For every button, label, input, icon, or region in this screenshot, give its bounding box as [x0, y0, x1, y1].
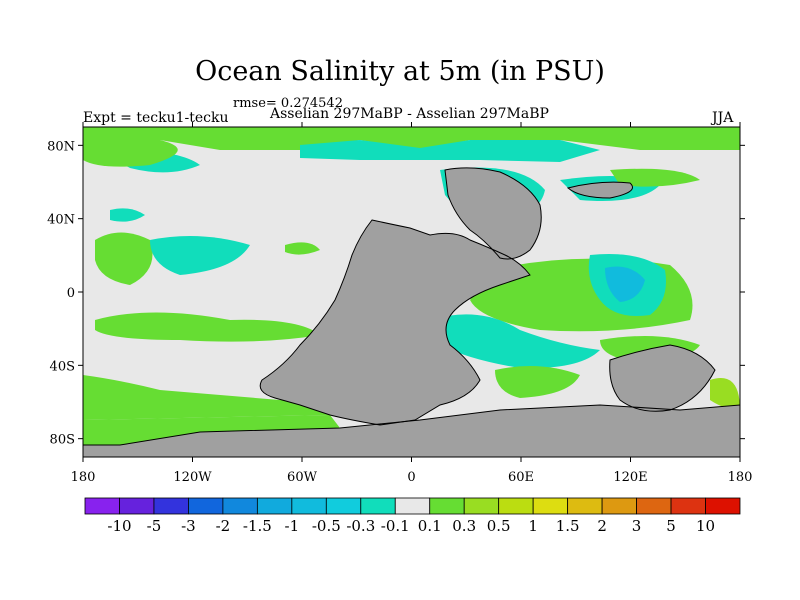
north-landmass [445, 167, 542, 259]
lon-tick-label: 180 [71, 470, 96, 485]
colorbar-label: -0.3 [346, 517, 375, 535]
colorbar-label: 5 [666, 517, 676, 535]
colorbar-label: 0.5 [487, 517, 511, 535]
southern-basin-negative [430, 314, 600, 369]
colorbar-swatch [498, 497, 534, 515]
lat-tick-label: 80S [50, 433, 75, 448]
north-pacific-small-negative [110, 208, 145, 222]
antarctic-landmass [83, 405, 740, 457]
colorbar-swatch [222, 497, 258, 515]
latitude-axis: 80N 40N 0 40S 80S [47, 139, 745, 448]
colorbar-label: -10 [107, 517, 131, 535]
west-pacific-positive [95, 232, 153, 285]
colorbar-label: -0.1 [381, 517, 410, 535]
northwest-pacific-positive [610, 168, 700, 187]
colorbar-label: -5 [147, 517, 162, 535]
coastline [566, 181, 633, 199]
lon-tick-label: 60E [508, 470, 534, 485]
colorbar-swatch [325, 497, 362, 515]
colorbar-swatch [601, 497, 637, 515]
coastline [609, 344, 716, 412]
lat-tick-label: 0 [67, 286, 75, 301]
colorbar-swatch [705, 497, 741, 515]
pangaea-landmass [260, 220, 530, 425]
colorbar-swatch [360, 497, 396, 515]
colorbar-swatch [119, 497, 155, 515]
lon-tick-label: 120W [173, 470, 212, 485]
colorbar-swatch [670, 497, 706, 515]
map-field [83, 127, 740, 457]
coastline [444, 167, 542, 260]
lon-tick-label: 120E [613, 470, 647, 485]
colorbar-label: 1 [528, 517, 538, 535]
lat-tick-label: 40S [50, 359, 75, 374]
period-subtitle: Asselian 297MaBP - Asselian 297MaBP [270, 106, 549, 122]
colorbar-swatch [429, 497, 465, 515]
colorbar-swatch [532, 497, 569, 515]
colorbar-swatch [463, 497, 500, 515]
lon-tick-label: 60W [287, 470, 318, 485]
lon-tick-label: 180 [728, 470, 753, 485]
south-atlantic-positive [495, 366, 580, 398]
colorbar-label: -2 [216, 517, 231, 535]
coastline [259, 219, 531, 426]
colorbar-label: -1 [285, 517, 300, 535]
east-ocean-strong-negative [605, 266, 645, 302]
colorbar-swatch [153, 497, 189, 515]
colorbar-label: 2 [597, 517, 607, 535]
lon-tick-label: 0 [407, 470, 415, 485]
central-pacific-negative [150, 236, 250, 275]
colorbar-swatch [394, 497, 431, 515]
colorbar-label: 1.5 [556, 517, 580, 535]
arctic-negative-anomaly [300, 140, 600, 162]
colorbar-swatch [84, 497, 120, 515]
colorbar-label: -3 [181, 517, 196, 535]
colorbar: -10 -5 -3 -2 -1.5 -1 -0.5 -0.3 -0.1 0.1 0.3 0.5 1 1.5… [84, 497, 741, 535]
colorbar-label: -0.5 [312, 517, 341, 535]
asia-island [568, 182, 633, 198]
colorbar-label: 3 [632, 517, 642, 535]
lat-tick-label: 40N [47, 213, 75, 228]
arctic-positive-anomaly [83, 127, 740, 150]
east-landmass [609, 345, 715, 412]
colorbar-swatch [567, 497, 603, 515]
longitude-axis: 180 120W 60W 0 60E 120E 180 [71, 122, 753, 485]
north-pacific-positive [83, 140, 178, 167]
lat-tick-label: 80N [47, 139, 75, 154]
coastline [83, 404, 740, 446]
rmse-label: rmse= 0.274542 [233, 96, 343, 111]
southern-ocean-positive [83, 375, 330, 420]
colorbar-swatch [291, 497, 327, 515]
south-pacific-positive [95, 312, 320, 342]
colorbar-swatch [636, 497, 672, 515]
colorbar-label: 10 [696, 517, 715, 535]
colorbar-label: 0.3 [452, 517, 476, 535]
mid-pacific-positive [285, 242, 320, 255]
season-label: JJA [712, 110, 734, 126]
colorbar-label: 0.1 [418, 517, 442, 535]
antarctic-coastal-positive [83, 415, 340, 445]
colorbar-label: -1.5 [243, 517, 272, 535]
east-edge-positive [710, 378, 740, 410]
colorbar-swatch [256, 497, 293, 515]
chart-title: Ocean Salinity at 5m (in PSU) [195, 56, 605, 87]
colorbar-swatch [188, 497, 224, 515]
